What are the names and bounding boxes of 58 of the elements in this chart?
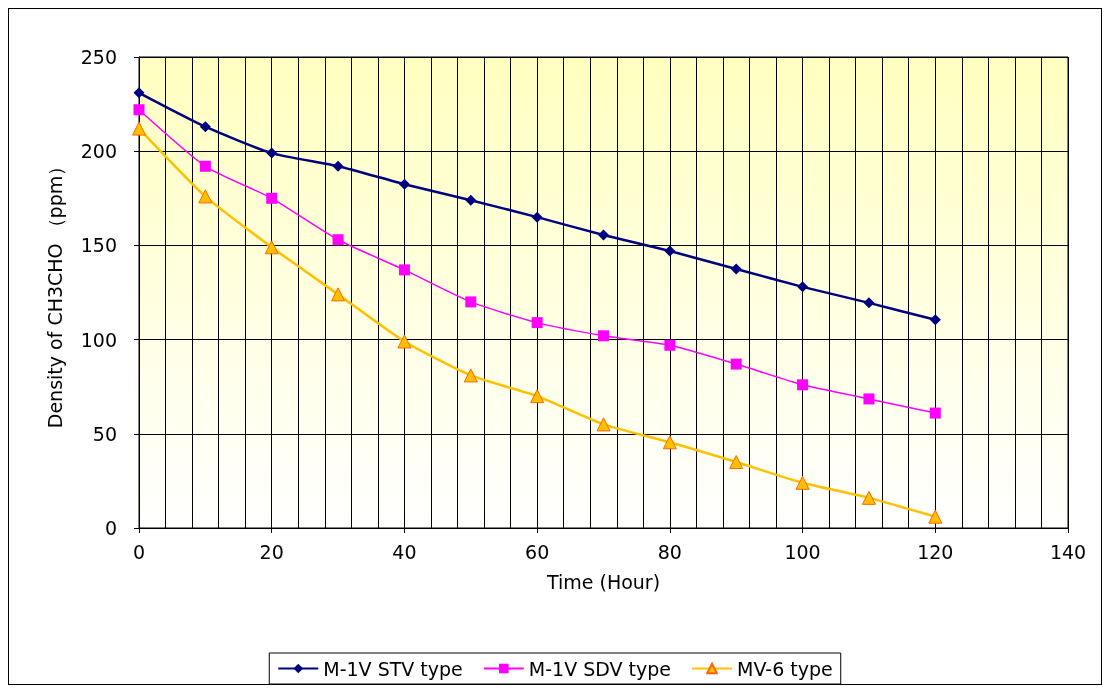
x-tick-label: 20 bbox=[259, 540, 284, 563]
point bbox=[929, 314, 941, 326]
y-axis-title: Density of CH3CHO （ppm） bbox=[43, 156, 66, 429]
legend-label: M-1V STV type bbox=[323, 657, 463, 680]
point bbox=[863, 393, 875, 405]
point bbox=[132, 121, 146, 136]
point bbox=[531, 317, 543, 329]
point bbox=[730, 263, 742, 275]
point bbox=[264, 240, 279, 255]
y-tick-label: 250 bbox=[80, 46, 117, 68]
y-tick-label: 50 bbox=[92, 422, 117, 445]
y-tick-label: 150 bbox=[80, 234, 117, 257]
point bbox=[861, 490, 876, 505]
point bbox=[596, 417, 611, 432]
point bbox=[465, 194, 477, 206]
y-tick-label: 200 bbox=[80, 140, 117, 163]
point bbox=[398, 178, 410, 190]
point bbox=[795, 475, 810, 490]
point bbox=[465, 296, 477, 308]
point bbox=[199, 160, 211, 172]
y-tick-label: 100 bbox=[80, 328, 117, 351]
point bbox=[797, 379, 809, 391]
point bbox=[199, 121, 211, 133]
point bbox=[863, 297, 875, 309]
point bbox=[598, 229, 609, 241]
x-axis-title: Time (Hour) bbox=[545, 570, 661, 593]
legend-label: M-1V SDV type bbox=[528, 657, 672, 680]
point bbox=[133, 87, 145, 99]
point bbox=[398, 264, 410, 276]
x-tick-label: 80 bbox=[657, 540, 682, 563]
point bbox=[797, 281, 809, 293]
point bbox=[266, 192, 278, 204]
x-tick-label: 100 bbox=[784, 540, 821, 563]
point bbox=[332, 234, 344, 246]
point bbox=[928, 509, 943, 524]
point bbox=[266, 147, 278, 159]
y-tick-label: 0 bbox=[104, 517, 117, 539]
point bbox=[133, 104, 145, 116]
point bbox=[463, 368, 478, 383]
point bbox=[198, 189, 213, 204]
point bbox=[730, 358, 742, 370]
point bbox=[397, 334, 412, 349]
legend-label: MV-6 type bbox=[737, 657, 833, 680]
point bbox=[664, 339, 676, 351]
point bbox=[929, 407, 941, 419]
point bbox=[531, 211, 543, 223]
point bbox=[530, 389, 545, 404]
point bbox=[331, 287, 346, 302]
point bbox=[729, 455, 744, 470]
x-tick-label: 60 bbox=[525, 540, 550, 563]
point bbox=[662, 435, 677, 450]
point bbox=[598, 330, 609, 342]
x-tick-label: 40 bbox=[392, 540, 417, 563]
point bbox=[664, 245, 676, 257]
x-tick-label: 0 bbox=[132, 540, 146, 563]
x-tick-label: 140 bbox=[1049, 540, 1087, 563]
x-tick-label: 120 bbox=[917, 540, 954, 563]
point bbox=[332, 160, 344, 172]
